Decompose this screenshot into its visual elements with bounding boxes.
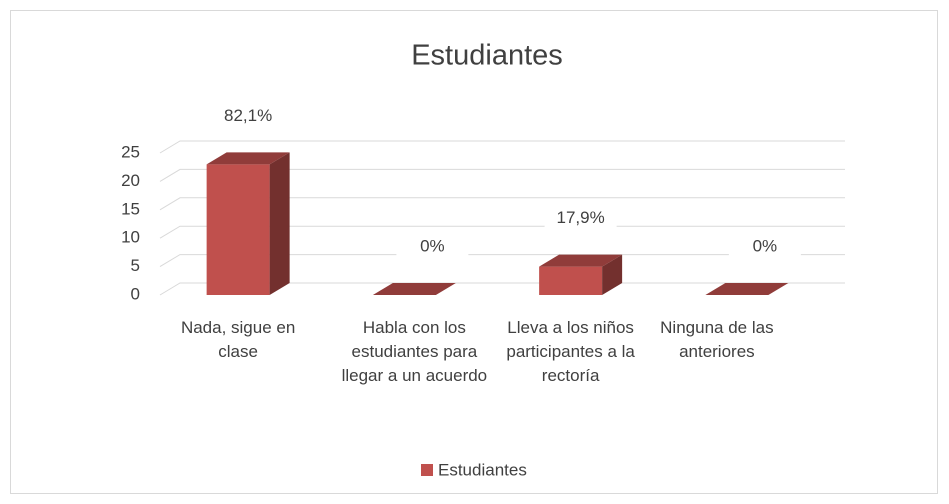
grid-line — [159, 197, 845, 211]
data-label-bg — [728, 233, 801, 261]
x-tick-label: Nada, sigue en clase — [180, 318, 296, 361]
x-tick-label: Habla con los estudiantes para llegar a … — [341, 318, 488, 385]
y-tick-label: 20 — [121, 171, 140, 190]
bar — [705, 283, 789, 295]
data-label: 0% — [420, 236, 445, 255]
y-tick-label: 15 — [121, 199, 140, 218]
legend-swatch — [421, 464, 433, 476]
x-tick-label: Ninguna de las anteriores — [660, 318, 774, 361]
bar-top — [705, 283, 789, 295]
data-label: 17,9% — [557, 208, 605, 227]
bar-front — [206, 164, 270, 295]
bar-side — [269, 152, 290, 295]
grid-line — [159, 168, 845, 182]
y-tick-label: 25 — [121, 142, 140, 161]
bar-top — [539, 254, 623, 267]
grid-line — [159, 254, 845, 268]
bar-front — [539, 266, 603, 295]
chart-title: Estudiantes — [411, 40, 563, 72]
bar-side — [602, 254, 623, 295]
bar — [539, 254, 623, 295]
x-tick-label: Lleva a los niños participantes a la rec… — [506, 318, 635, 385]
y-tick-label: 0 — [131, 284, 140, 303]
data-label-bg — [212, 102, 285, 131]
y-tick-label: 5 — [131, 256, 140, 275]
y-tick-label: 10 — [121, 228, 140, 247]
grid-line — [159, 282, 845, 296]
data-label-bg — [544, 204, 617, 233]
grid-line — [159, 140, 845, 154]
bar-top — [206, 152, 290, 165]
legend-label: Estudiantes — [438, 460, 527, 479]
bar — [372, 283, 456, 295]
grid-line — [159, 225, 845, 239]
bar — [206, 152, 290, 295]
data-label-bg — [396, 233, 469, 261]
data-label: 0% — [753, 236, 778, 255]
data-label: 82,1% — [224, 106, 272, 125]
bar-top — [372, 283, 456, 295]
